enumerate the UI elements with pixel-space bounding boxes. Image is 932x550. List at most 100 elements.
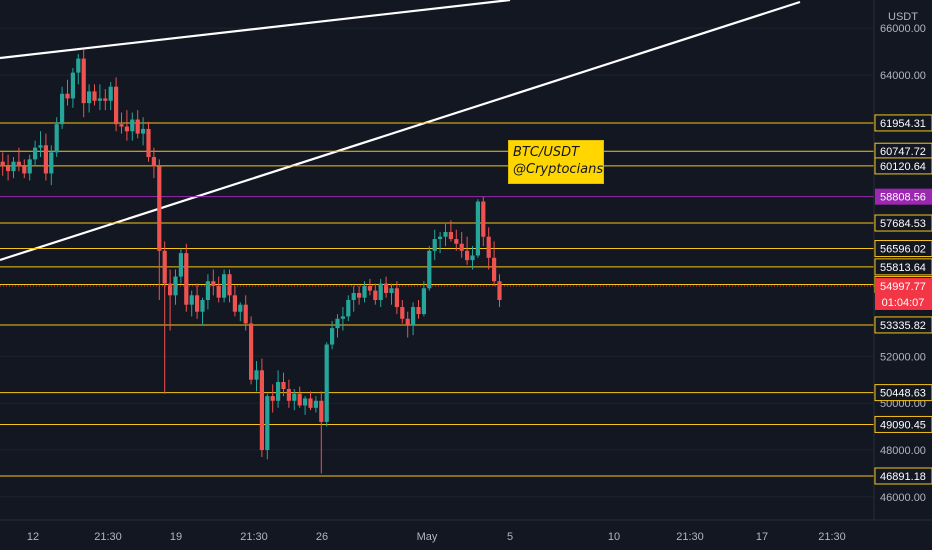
- candle-body-7[interactable]: [38, 145, 43, 148]
- candle-body-6[interactable]: [33, 147, 38, 160]
- candle-body-43[interactable]: [232, 295, 237, 312]
- candle-body-42[interactable]: [227, 274, 232, 296]
- candle-body-33[interactable]: [178, 253, 183, 277]
- candle-body-9[interactable]: [49, 152, 54, 174]
- level-label-box-0: [874, 114, 932, 132]
- candle-body-41[interactable]: [222, 274, 227, 298]
- candle-body-53[interactable]: [286, 389, 291, 401]
- candle-body-58[interactable]: [313, 400, 318, 408]
- candle-body-31[interactable]: [168, 283, 173, 296]
- candle-body-72[interactable]: [389, 288, 394, 293]
- candle-body-36[interactable]: [195, 295, 200, 312]
- candle-body-0[interactable]: [0, 161, 5, 167]
- candle-body-80[interactable]: [432, 239, 437, 251]
- candle-body-59[interactable]: [319, 400, 324, 422]
- candle-body-84[interactable]: [454, 239, 459, 244]
- candle-body-19[interactable]: [103, 98, 108, 101]
- candle-body-20[interactable]: [108, 86, 113, 101]
- candle-body-90[interactable]: [486, 236, 491, 258]
- candle-body-11[interactable]: [60, 93, 65, 125]
- trendline-lower[interactable]: [0, 0, 801, 262]
- candle-body-2[interactable]: [11, 161, 16, 172]
- candle-body-27[interactable]: [146, 128, 151, 158]
- candle-body-60[interactable]: [324, 344, 329, 422]
- candle-body-38[interactable]: [205, 281, 210, 300]
- candle-body-89[interactable]: [481, 201, 486, 237]
- candle-body-44[interactable]: [238, 304, 243, 312]
- candle-body-50[interactable]: [270, 396, 275, 401]
- candle-body-65[interactable]: [351, 292, 356, 300]
- candle-body-24[interactable]: [130, 119, 135, 132]
- trendline-upper[interactable]: [0, 0, 511, 60]
- candle-body-18[interactable]: [97, 98, 102, 101]
- symbol-annotation[interactable]: BTC/USDT @Cryptocians: [508, 140, 604, 184]
- candle-body-70[interactable]: [378, 283, 383, 300]
- candle-body-35[interactable]: [189, 295, 194, 305]
- candle-body-88[interactable]: [475, 201, 480, 256]
- candle-body-68[interactable]: [367, 285, 372, 291]
- x-tick-label-9: 17: [756, 531, 768, 543]
- candle-body-21[interactable]: [114, 86, 119, 125]
- candle-body-87[interactable]: [470, 255, 475, 261]
- candle-body-62[interactable]: [335, 318, 340, 329]
- candle-body-26[interactable]: [141, 128, 146, 134]
- candle-body-52[interactable]: [281, 382, 286, 390]
- candle-body-48[interactable]: [259, 370, 264, 450]
- candle-body-14[interactable]: [76, 58, 81, 73]
- candle-body-32[interactable]: [173, 276, 178, 296]
- candle-body-30[interactable]: [162, 250, 167, 284]
- candle-body-54[interactable]: [292, 393, 297, 401]
- candle-body-55[interactable]: [297, 393, 302, 406]
- candle-body-77[interactable]: [416, 307, 421, 315]
- candle-body-69[interactable]: [373, 290, 378, 300]
- candle-body-22[interactable]: [119, 124, 124, 127]
- candle-body-45[interactable]: [243, 304, 248, 324]
- candle-body-76[interactable]: [411, 307, 416, 326]
- candle-body-91[interactable]: [492, 257, 497, 282]
- candle-body-64[interactable]: [346, 300, 351, 317]
- candle-body-12[interactable]: [65, 93, 70, 99]
- candle-body-10[interactable]: [54, 124, 59, 153]
- candle-body-49[interactable]: [265, 396, 270, 450]
- candle-body-78[interactable]: [421, 288, 426, 315]
- candle-body-4[interactable]: [22, 166, 27, 174]
- candle-body-85[interactable]: [459, 243, 464, 251]
- candle-body-56[interactable]: [303, 398, 308, 406]
- candle-body-73[interactable]: [394, 288, 399, 308]
- candle-body-8[interactable]: [43, 145, 48, 174]
- candle-body-40[interactable]: [216, 285, 221, 298]
- candle-body-61[interactable]: [330, 328, 335, 345]
- candle-body-3[interactable]: [16, 161, 21, 167]
- annotation-author: @Cryptocians: [513, 162, 604, 177]
- candle-body-67[interactable]: [362, 285, 367, 298]
- candle-body-25[interactable]: [135, 119, 140, 134]
- candle-body-37[interactable]: [200, 300, 205, 312]
- candle-body-39[interactable]: [211, 281, 216, 286]
- candle-body-86[interactable]: [465, 250, 470, 261]
- candle-body-57[interactable]: [308, 398, 313, 408]
- candle-body-34[interactable]: [184, 253, 189, 305]
- candle-body-82[interactable]: [443, 232, 448, 237]
- candle-body-1[interactable]: [6, 166, 11, 172]
- candle-body-74[interactable]: [400, 307, 405, 319]
- candle-body-75[interactable]: [405, 318, 410, 326]
- candle-body-83[interactable]: [448, 232, 453, 240]
- candle-body-23[interactable]: [124, 126, 129, 132]
- candle-body-66[interactable]: [357, 292, 362, 298]
- candle-body-92[interactable]: [497, 281, 502, 300]
- candle-body-13[interactable]: [70, 72, 75, 99]
- candle-body-17[interactable]: [92, 91, 97, 101]
- candle-body-63[interactable]: [340, 316, 345, 319]
- candle-body-28[interactable]: [151, 157, 156, 167]
- candle-body-71[interactable]: [384, 283, 389, 293]
- candle-body-29[interactable]: [157, 166, 162, 251]
- candle-body-15[interactable]: [81, 58, 86, 104]
- candle-body-79[interactable]: [427, 250, 432, 289]
- candle-body-5[interactable]: [27, 159, 32, 174]
- candle-body-47[interactable]: [254, 370, 259, 380]
- candle-body-81[interactable]: [438, 236, 443, 240]
- candle-body-16[interactable]: [87, 91, 92, 104]
- candle-body-51[interactable]: [276, 382, 281, 401]
- candle-body-46[interactable]: [249, 323, 254, 380]
